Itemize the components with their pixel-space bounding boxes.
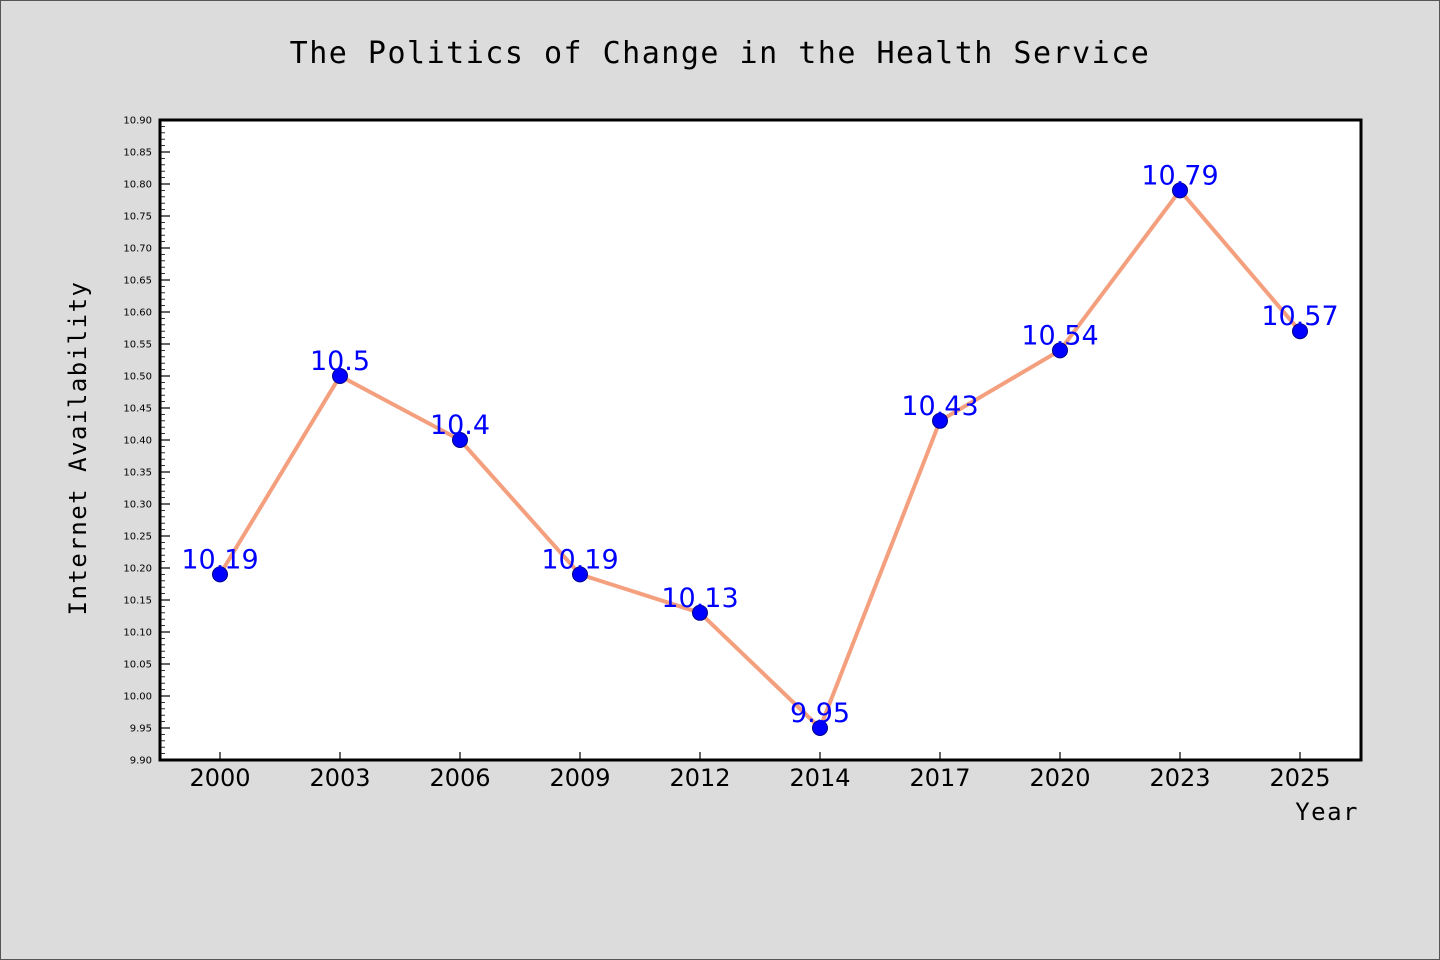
- y-tick-label: 10.35: [123, 468, 152, 479]
- x-axis: 2000 2003 2006 2009 2012 2014 2017 2020 2023 2025: [189, 752, 1331, 792]
- data-label: 10.79: [1141, 160, 1218, 191]
- plot-area: [158, 118, 1363, 762]
- data-label: 10.54: [1021, 320, 1098, 351]
- data-point: [812, 720, 828, 736]
- series-line-group: [218, 188, 1302, 730]
- data-label: 10.13: [661, 583, 738, 614]
- y-tick-label: 10.20: [123, 564, 152, 575]
- data-point: [692, 604, 708, 621]
- data-label: 10.43: [901, 391, 978, 422]
- x-tick-label: 2012: [669, 764, 730, 792]
- y-tick-label: 9.90: [130, 756, 152, 767]
- x-tick-label: 2006: [429, 764, 490, 792]
- y-tick-label: 10.85: [123, 148, 152, 159]
- x-tick-label: 2003: [309, 764, 370, 792]
- y-tick-label: 10.25: [123, 532, 152, 543]
- x-tick-label: 2017: [909, 764, 970, 792]
- data-point: [572, 566, 588, 583]
- data-labels: 10.19 10.5 10.4 10.19 10.13 9.95 10.43 10.54 10.…: [181, 160, 1338, 729]
- y-tick-label: 10.70: [123, 244, 152, 255]
- data-point: [332, 368, 348, 384]
- data-markers: [212, 182, 1308, 736]
- chart-title: The Politics of Change in the Health Ser…: [290, 36, 1151, 71]
- data-label: 10.57: [1261, 301, 1338, 332]
- y-tick-label: 10.00: [123, 692, 152, 703]
- series-line: [218, 188, 1302, 730]
- data-point: [932, 412, 948, 429]
- y-tick-label: 10.30: [123, 500, 152, 511]
- y-axis-label: Internet Availability: [64, 281, 92, 616]
- y-tick-label: 10.60: [123, 308, 152, 319]
- data-point: [212, 566, 228, 583]
- y-tick-label: 10.10: [123, 628, 152, 639]
- data-label: 10.19: [541, 544, 618, 575]
- y-tick-label: 10.65: [123, 276, 152, 287]
- y-tick-label: 10.05: [123, 660, 152, 671]
- y-tick-label: 10.45: [123, 404, 152, 415]
- y-tick-label: 9.95: [130, 724, 152, 735]
- x-tick-label: 2025: [1269, 764, 1330, 792]
- y-tick-label: 10.55: [123, 340, 152, 351]
- y-tick-label: 10.75: [123, 212, 152, 223]
- y-tick-label: 10.90: [123, 116, 152, 127]
- y-tick-label: 10.40: [123, 436, 152, 447]
- data-point: [1052, 342, 1068, 359]
- y-tick-label: 10.80: [123, 180, 152, 191]
- x-tick-label: 2000: [189, 764, 250, 792]
- data-label: 9.95: [790, 698, 850, 729]
- x-tick-label: 2020: [1029, 764, 1090, 792]
- x-tick-label: 2014: [789, 764, 850, 792]
- data-point: [1172, 182, 1188, 199]
- data-point: [452, 432, 468, 448]
- data-label: 10.5: [310, 346, 370, 377]
- y-tick-label: 10.50: [123, 372, 152, 383]
- data-point: [1292, 323, 1308, 340]
- data-label: 10.4: [430, 410, 490, 441]
- x-tick-label: 2023: [1149, 764, 1210, 792]
- x-tick-label: 2009: [549, 764, 610, 792]
- y-axis: 9.90 9.95 10.00 10.05 10.10 10.15 10.20 10.25 10…: [123, 116, 170, 767]
- data-label: 10.19: [181, 544, 258, 575]
- x-axis-label: Year: [1295, 798, 1359, 826]
- y-tick-label: 10.15: [123, 596, 152, 607]
